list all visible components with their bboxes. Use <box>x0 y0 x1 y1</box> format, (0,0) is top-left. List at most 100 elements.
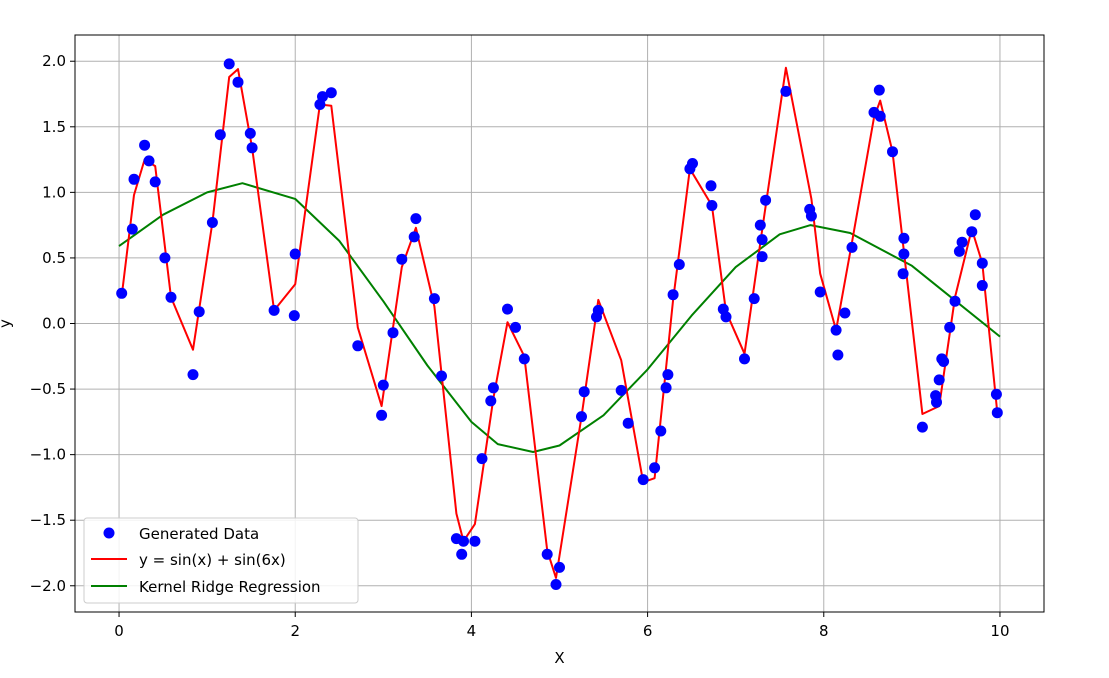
legend-box <box>83 517 359 604</box>
data-point <box>592 304 604 316</box>
data-point <box>510 321 521 333</box>
data-point <box>126 223 138 235</box>
x-axis-ticks: 0 2 4 6 8 10 <box>114 612 1010 640</box>
x-tick-label: 8 <box>819 622 829 640</box>
data-point <box>739 353 750 365</box>
data-point <box>325 87 337 99</box>
data-point <box>873 84 885 96</box>
x-tick-label: 6 <box>643 622 653 640</box>
data-point <box>649 462 661 474</box>
data-point <box>206 217 218 228</box>
data-point <box>143 155 155 167</box>
data-point <box>139 139 151 151</box>
data-point <box>839 307 851 319</box>
data-point <box>944 321 956 333</box>
data-point <box>288 310 300 322</box>
data-point <box>706 200 718 211</box>
data-point <box>916 421 928 433</box>
data-point <box>990 388 1002 400</box>
y-tick-label: 0.0 <box>42 315 66 333</box>
data-point <box>352 340 364 352</box>
data-point <box>377 379 389 391</box>
legend-label-krr: Kernel Ridge Regression <box>139 578 321 596</box>
data-point <box>268 304 280 316</box>
data-point <box>408 231 420 243</box>
data-point <box>949 295 961 307</box>
data-point <box>622 417 634 429</box>
data-point <box>976 257 988 269</box>
data-point <box>953 245 965 257</box>
data-point <box>931 396 942 408</box>
data-point <box>289 248 301 260</box>
y-tick-label: 1.0 <box>42 183 66 201</box>
data-point <box>149 176 161 188</box>
data-point <box>187 369 199 381</box>
x-tick-label: 4 <box>467 622 477 640</box>
data-point <box>223 58 235 70</box>
data-point <box>554 561 565 573</box>
data-points-layer <box>116 58 1003 590</box>
data-point <box>969 209 981 221</box>
data-point <box>578 386 590 398</box>
data-point <box>687 158 698 169</box>
data-point <box>232 76 244 88</box>
x-tick-label: 10 <box>990 622 1009 640</box>
data-point <box>396 253 408 265</box>
data-point <box>458 535 469 547</box>
data-point <box>938 356 950 367</box>
y-axis-label: y <box>0 319 14 328</box>
data-point <box>898 248 910 260</box>
data-point <box>780 85 792 97</box>
data-point <box>754 219 766 231</box>
data-point <box>193 306 205 318</box>
data-point <box>317 91 328 103</box>
y-tick-label: 1.5 <box>42 118 66 136</box>
data-point <box>805 210 817 222</box>
data-point <box>814 286 826 298</box>
data-point <box>214 129 226 141</box>
data-point <box>976 280 988 291</box>
data-point <box>550 579 562 590</box>
data-point <box>673 259 685 270</box>
data-point <box>874 110 886 122</box>
legend: Generated Data y = sin(x) + sin(6x) Kern… <box>83 517 359 604</box>
data-point <box>165 291 177 303</box>
y-tick-label: −0.5 <box>30 380 66 398</box>
data-point <box>756 251 768 263</box>
data-point <box>832 349 844 361</box>
data-point <box>667 289 679 301</box>
data-point <box>887 146 898 158</box>
data-point <box>410 213 422 225</box>
data-point <box>720 311 732 323</box>
data-point <box>246 142 258 154</box>
data-point <box>128 173 140 185</box>
data-point <box>956 236 968 248</box>
data-point <box>387 327 399 339</box>
data-point <box>655 425 667 437</box>
y-tick-label: 2.0 <box>42 52 66 70</box>
y-tick-label: −1.0 <box>30 446 66 464</box>
data-point <box>502 303 513 315</box>
data-point <box>518 353 530 365</box>
data-point <box>662 369 674 381</box>
data-point <box>615 384 627 396</box>
data-point <box>485 395 497 407</box>
legend-label-true-function: y = sin(x) + sin(6x) <box>139 551 286 569</box>
y-tick-label: −1.5 <box>30 511 66 529</box>
data-point <box>760 194 772 206</box>
legend-marker-generated-data <box>103 527 115 539</box>
data-point <box>469 535 481 547</box>
x-axis-label: X <box>554 649 564 667</box>
data-point <box>476 453 488 465</box>
x-tick-label: 2 <box>290 622 300 640</box>
data-point <box>244 127 256 139</box>
y-tick-label: 0.5 <box>42 249 66 267</box>
data-point <box>376 409 388 421</box>
data-point <box>487 382 499 394</box>
y-axis-ticks: −2.0 −1.5 −1.0 −0.5 0.0 0.5 1.0 1.5 2.0 <box>30 52 75 595</box>
data-point <box>966 226 978 238</box>
data-point <box>576 411 587 423</box>
data-point <box>428 293 440 305</box>
data-point <box>897 268 909 280</box>
